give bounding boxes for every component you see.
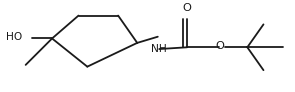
Text: O: O bbox=[215, 41, 224, 51]
Text: O: O bbox=[183, 2, 191, 13]
Text: HO: HO bbox=[6, 32, 23, 42]
Text: NH: NH bbox=[151, 44, 167, 54]
